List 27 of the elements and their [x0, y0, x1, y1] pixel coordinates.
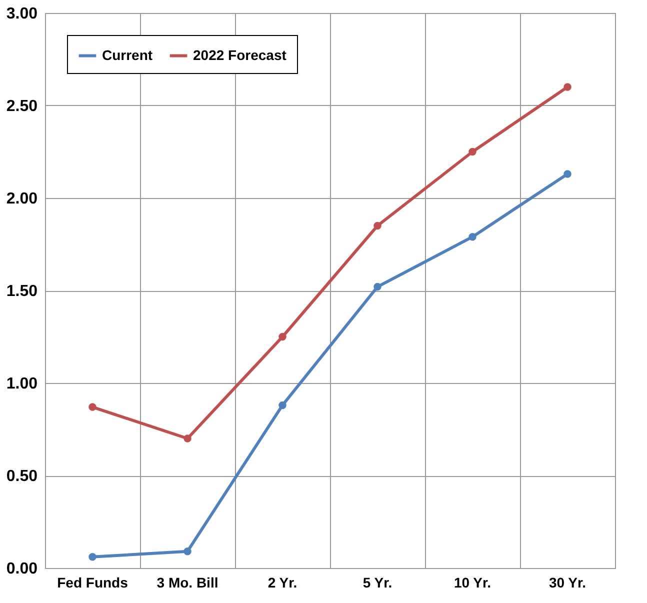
y-tick-label: 2.00: [6, 190, 38, 208]
point: [88, 553, 96, 561]
point: [88, 403, 96, 411]
x-tick-label: 3 Mo. Bill: [156, 574, 218, 590]
legend-label: Current: [102, 46, 153, 63]
legend-label: 2022 Forecast: [193, 46, 287, 63]
point: [278, 401, 286, 410]
point: [184, 547, 192, 556]
point: [564, 83, 572, 91]
y-tick-label: 1.50: [6, 283, 38, 300]
y-tick-label: 0.00: [6, 560, 38, 578]
y-tick-label: 0.50: [6, 468, 38, 485]
point: [564, 170, 572, 178]
y-tick-label: 3.00: [6, 6, 38, 22]
x-tick-label: 30 Yr.: [548, 574, 586, 590]
point: [468, 148, 476, 156]
y-tick-label: 1.00: [6, 376, 38, 392]
y-tick-label: 2.50: [6, 98, 38, 115]
point: [184, 434, 192, 442]
x-tick-label: 5 Yr.: [362, 574, 392, 590]
x-tick-label: 10 Yr.: [454, 574, 492, 590]
x-tick-label: Fed Funds: [57, 574, 128, 590]
x-tick-label: 2 Yr.: [268, 574, 298, 590]
point: [468, 232, 476, 241]
point: [278, 332, 286, 341]
point: [374, 222, 382, 230]
point: [374, 282, 382, 291]
